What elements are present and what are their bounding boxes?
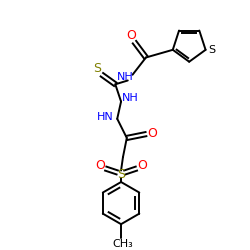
Text: S: S [117,168,125,181]
Text: O: O [95,159,105,172]
Text: NH: NH [122,93,139,103]
Text: S: S [208,45,215,55]
Text: CH₃: CH₃ [112,239,133,249]
Text: O: O [148,127,158,140]
Text: O: O [137,159,147,172]
Text: HN: HN [97,112,114,122]
Text: S: S [93,62,101,76]
Text: O: O [127,29,136,42]
Text: NH: NH [116,72,133,82]
